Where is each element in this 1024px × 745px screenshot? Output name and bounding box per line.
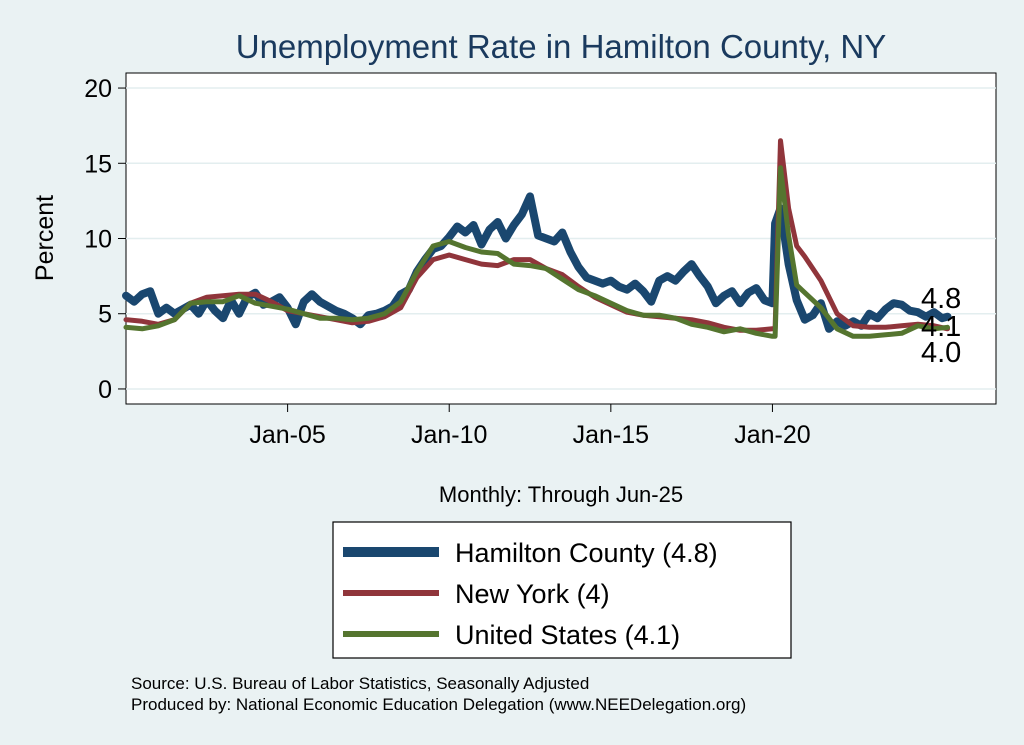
- y-tick-label-15: 15: [84, 150, 112, 178]
- legend: Hamilton County (4.8) New York (4) United …: [343, 538, 718, 650]
- y-axis-label: Percent: [31, 195, 59, 281]
- legend-label-0: Hamilton County (4.8): [455, 538, 718, 568]
- end-label-1: 4.0: [921, 337, 961, 369]
- x-tick-label-Jan-10: Jan-10: [411, 421, 487, 449]
- axes: 0 5 10 15 20 Jan-05 Jan-10 Jan-15 Jan-20: [84, 75, 810, 449]
- source-note: Source: U.S. Bureau of Labor Statistics,…: [131, 674, 589, 693]
- x-axis-label: Monthly: Through Jun-25: [439, 482, 683, 507]
- end-labels: 4.84.14.0: [921, 283, 961, 369]
- y-tick-label-5: 5: [98, 301, 112, 329]
- produced-by-note: Produced by: National Economic Education…: [131, 695, 746, 714]
- series-line-2: [123, 165, 950, 339]
- x-tick-label-Jan-15: Jan-15: [573, 421, 649, 449]
- x-tick-label-Jan-05: Jan-05: [249, 421, 325, 449]
- series-line-1: [123, 138, 950, 333]
- y-tick-label-10: 10: [84, 226, 112, 254]
- x-tick-label-Jan-20: Jan-20: [734, 421, 810, 449]
- end-label-2: 4.1: [921, 311, 961, 343]
- legend-label-1: New York (4): [455, 579, 610, 609]
- chart-title: Unemployment Rate in Hamilton County, NY: [236, 28, 887, 65]
- y-tick-label-20: 20: [84, 75, 112, 103]
- series-lines: [122, 138, 952, 339]
- end-label-0: 4.8: [921, 283, 961, 315]
- y-tick-label-0: 0: [98, 376, 112, 404]
- legend-label-2: United States (4.1): [455, 620, 680, 650]
